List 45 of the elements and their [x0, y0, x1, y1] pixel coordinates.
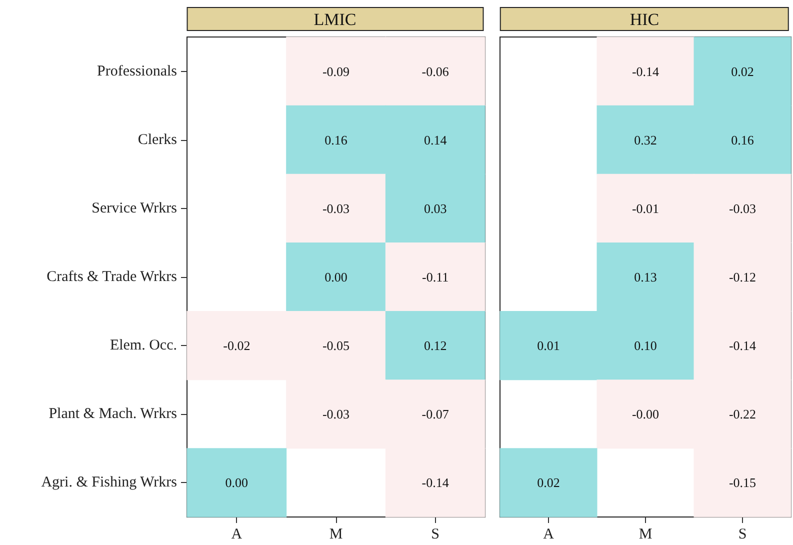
data-label: -0.14: [422, 475, 450, 490]
data-label: -0.06: [422, 64, 450, 79]
data-label: 0.12: [424, 338, 447, 354]
data-label: 0.32: [634, 132, 657, 148]
x-tick-label: M: [329, 526, 343, 542]
y-tick-label: Elem. Occ.: [110, 338, 177, 354]
data-label: -0.11: [422, 270, 449, 284]
y-tick-label: Clerks: [138, 132, 178, 148]
data-label: -0.09: [322, 64, 350, 79]
x-tick-label: S: [738, 526, 747, 542]
data-label: 0.00: [324, 270, 348, 284]
data-label: -0.14: [728, 338, 757, 354]
data-label: -0.07: [422, 406, 450, 422]
x-tick-label: A: [231, 526, 242, 542]
x-tick-label: S: [431, 526, 440, 542]
data-label: 0.03: [424, 200, 447, 216]
data-label: 0.01: [537, 338, 560, 354]
data-label: -0.03: [322, 200, 350, 216]
data-label: -0.12: [728, 270, 756, 284]
data-label: -0.03: [322, 406, 350, 422]
y-tick-label: Professionals: [97, 63, 178, 80]
x-tick-label: A: [543, 526, 554, 542]
data-label: -0.01: [632, 200, 660, 216]
y-tick-label: Crafts & Trade Wrkrs: [46, 269, 178, 285]
data-label: 0.02: [731, 64, 754, 79]
data-label: -0.03: [728, 200, 756, 216]
data-label: 0.13: [634, 270, 657, 284]
data-label: -0.00: [632, 406, 660, 422]
chart-title: HIC: [630, 10, 660, 29]
data-label: 0.02: [537, 475, 560, 490]
data-label: 0.16: [324, 132, 348, 148]
y-tick-label: Agri. & Fishing Wrkrs: [41, 474, 178, 491]
data-label: -0.02: [223, 338, 250, 354]
x-tick-label: M: [638, 526, 652, 542]
data-label: -0.14: [632, 64, 660, 79]
data-label: 0.00: [225, 475, 248, 490]
data-label: -0.05: [322, 338, 350, 354]
y-tick-label: Plant & Mach. Wrkrs: [48, 406, 178, 422]
data-label: 0.16: [731, 132, 754, 148]
data-label: 0.14: [424, 132, 448, 148]
data-label: -0.22: [728, 406, 756, 422]
chart-title: LMIC: [314, 10, 356, 29]
y-tick-label: Service Wrkrs: [92, 200, 178, 216]
data-label: -0.15: [728, 475, 756, 490]
data-label: 0.10: [634, 338, 657, 354]
